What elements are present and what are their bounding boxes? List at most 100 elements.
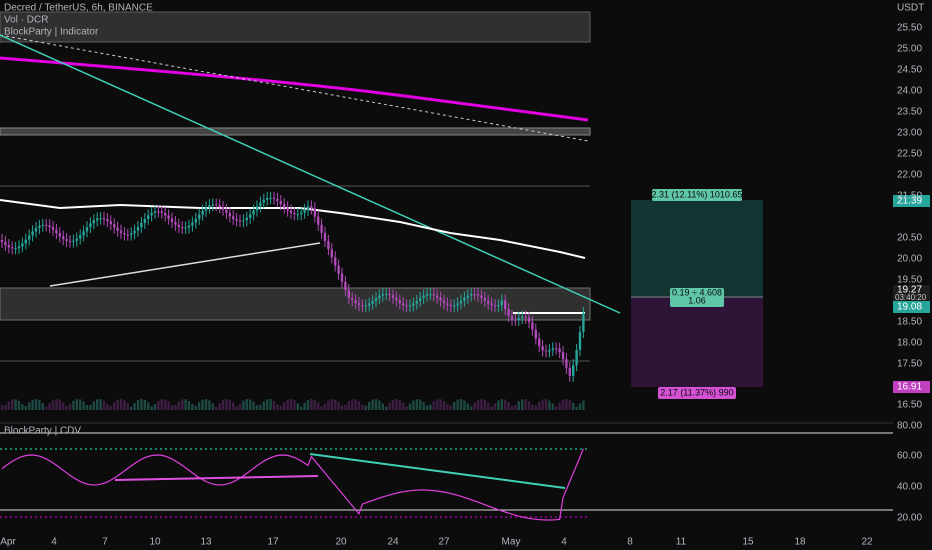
volume-bar (218, 402, 221, 410)
candle (225, 209, 228, 214)
candle (45, 224, 48, 226)
pane-label: BlockParty | CDV (4, 426, 81, 437)
candle (48, 225, 51, 228)
candle (293, 213, 296, 215)
volume-bar (286, 399, 289, 410)
cdv-tick-label: 20.00 (897, 513, 922, 524)
candle (7, 244, 10, 248)
candle (198, 214, 201, 219)
candle (521, 316, 524, 319)
trend-line (309, 453, 566, 489)
volume-bar (541, 399, 544, 410)
volume-bar (330, 399, 333, 410)
volume-bar (279, 405, 282, 410)
volume-bar (89, 404, 92, 410)
volume-bar (72, 400, 75, 410)
volume-bar (262, 401, 265, 410)
volume-bar (323, 403, 327, 410)
candle (582, 312, 585, 332)
volume-bar (116, 399, 119, 410)
volume-bar (340, 405, 344, 410)
candle (187, 225, 191, 228)
volume-bar (130, 406, 133, 410)
volume-bar (198, 402, 201, 410)
candle (79, 235, 82, 239)
ratio-label: 0.19 ÷ 4.608 (672, 287, 722, 297)
candle (204, 207, 208, 211)
candle (286, 207, 289, 211)
candle (167, 215, 170, 219)
volume-bar (4, 405, 7, 410)
axis-unit: USDT (897, 3, 924, 14)
candle (28, 235, 31, 240)
volume-bar (459, 399, 463, 410)
volume-bar (24, 406, 27, 410)
candle (266, 198, 269, 200)
price-tick-label: 25.50 (897, 23, 922, 34)
price-axis (893, 0, 932, 550)
volume-bar (245, 399, 248, 410)
candle (245, 217, 248, 221)
candle (153, 211, 157, 213)
candle (242, 220, 245, 222)
candle (391, 295, 395, 298)
volume-bar (463, 400, 466, 410)
candle (68, 240, 72, 242)
candle (344, 281, 347, 290)
price-tick-label: 23.50 (897, 107, 922, 118)
candle (568, 367, 571, 376)
volume-bar (276, 404, 279, 410)
qty-label: 1.06 (688, 295, 706, 305)
volume-bar (334, 399, 337, 410)
volume-bar (456, 399, 459, 410)
candle (544, 350, 548, 352)
candle (170, 218, 174, 222)
candles (0, 191, 585, 410)
candle (143, 218, 146, 224)
candle (116, 227, 119, 231)
volume-bar (344, 404, 347, 410)
target-zone (631, 200, 763, 297)
volume-bar (164, 399, 167, 410)
cdv-tick-label: 60.00 (897, 451, 922, 462)
volume-bar (398, 399, 401, 410)
volume-bar (442, 401, 446, 410)
candle (215, 204, 218, 206)
volume-bar (65, 406, 68, 410)
volume-bar (388, 402, 391, 410)
candle (327, 241, 330, 250)
candle (119, 230, 123, 234)
entry-price: 19.08 (897, 302, 922, 313)
volume-bar (211, 403, 214, 410)
volume-bar (419, 399, 422, 410)
candle (99, 218, 102, 220)
candle (160, 211, 163, 213)
candle (221, 206, 225, 210)
candle (75, 238, 78, 241)
candle (235, 219, 238, 221)
candle (371, 301, 374, 304)
candle (514, 319, 517, 321)
candle (259, 202, 262, 207)
candle (17, 246, 21, 248)
volume-bar (68, 404, 72, 410)
volume-bar (150, 406, 153, 410)
volume-bar (184, 399, 187, 410)
last-price: 19.27 (897, 285, 922, 296)
time-tick-label: 15 (742, 537, 754, 548)
time-tick-label: 17 (267, 537, 279, 548)
candle (480, 295, 483, 298)
candle (296, 214, 299, 216)
volume-bar (558, 402, 561, 410)
volume-bar (446, 404, 449, 410)
time-tick-label: 20 (335, 537, 347, 548)
candle (4, 241, 7, 245)
candle (208, 205, 211, 208)
candle (395, 297, 398, 301)
volume-bar (320, 406, 323, 410)
volume-bar (17, 400, 21, 410)
volume-bar (204, 399, 208, 410)
candle (102, 218, 106, 220)
candle (317, 216, 320, 225)
